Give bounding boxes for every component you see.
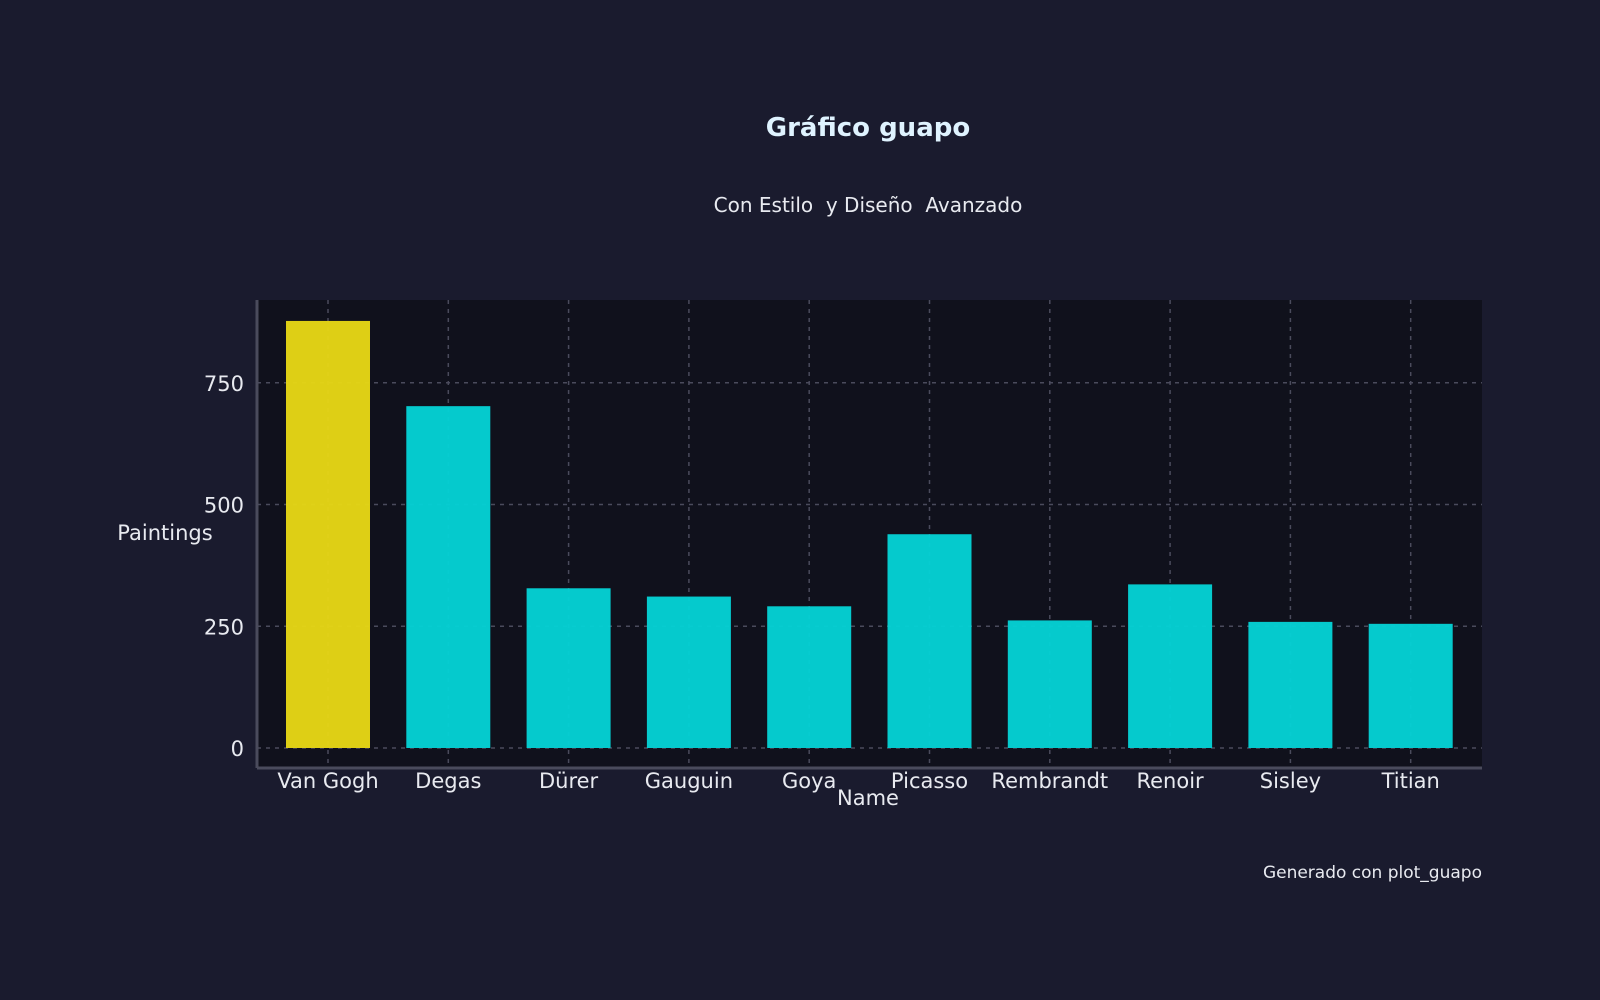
- bar-renoir: [1128, 584, 1213, 748]
- bar-picasso: [887, 534, 972, 748]
- bar-degas: [406, 406, 491, 748]
- tick-labels: 0 250 500 750 Van Gogh Degas Dürer Gauguin Goya P…: [204, 372, 1440, 793]
- x-tick-label: Gauguin: [645, 769, 733, 793]
- y-tick-label: 750: [204, 372, 244, 396]
- bars: [286, 320, 1453, 748]
- bar-goya: [767, 606, 852, 748]
- x-tick-label: Renoir: [1136, 769, 1204, 793]
- bar-gauguin: [646, 596, 731, 748]
- bar-dürer: [526, 588, 611, 748]
- x-tick-label: Rembrandt: [991, 769, 1108, 793]
- y-tick-label: 500: [204, 494, 244, 518]
- bar-rembrandt: [1007, 620, 1092, 748]
- x-tick-label: Titian: [1381, 769, 1440, 793]
- y-axis-label: Paintings: [117, 521, 212, 545]
- bar-sisley: [1248, 621, 1333, 748]
- bar-titian: [1368, 623, 1453, 748]
- chart-caption: Generado con plot_guapo: [1263, 863, 1482, 883]
- x-tick-label: Sisley: [1260, 769, 1321, 793]
- x-axis-label: Name: [837, 786, 899, 810]
- x-tick-label: Van Gogh: [277, 769, 378, 793]
- chart-title: Gráfico guapo: [766, 113, 970, 143]
- x-tick-label: Picasso: [891, 769, 968, 793]
- chart-subtitle: Con Estilo y Diseño Avanzado: [714, 193, 1023, 217]
- x-tick-label: Dürer: [539, 769, 599, 793]
- axes: [255, 300, 1482, 770]
- x-tick-label: Goya: [782, 769, 836, 793]
- x-tick-label: Degas: [415, 769, 481, 793]
- bar-van-gogh: [286, 320, 370, 748]
- y-tick-label: 250: [204, 615, 244, 639]
- y-tick-label: 0: [231, 737, 244, 761]
